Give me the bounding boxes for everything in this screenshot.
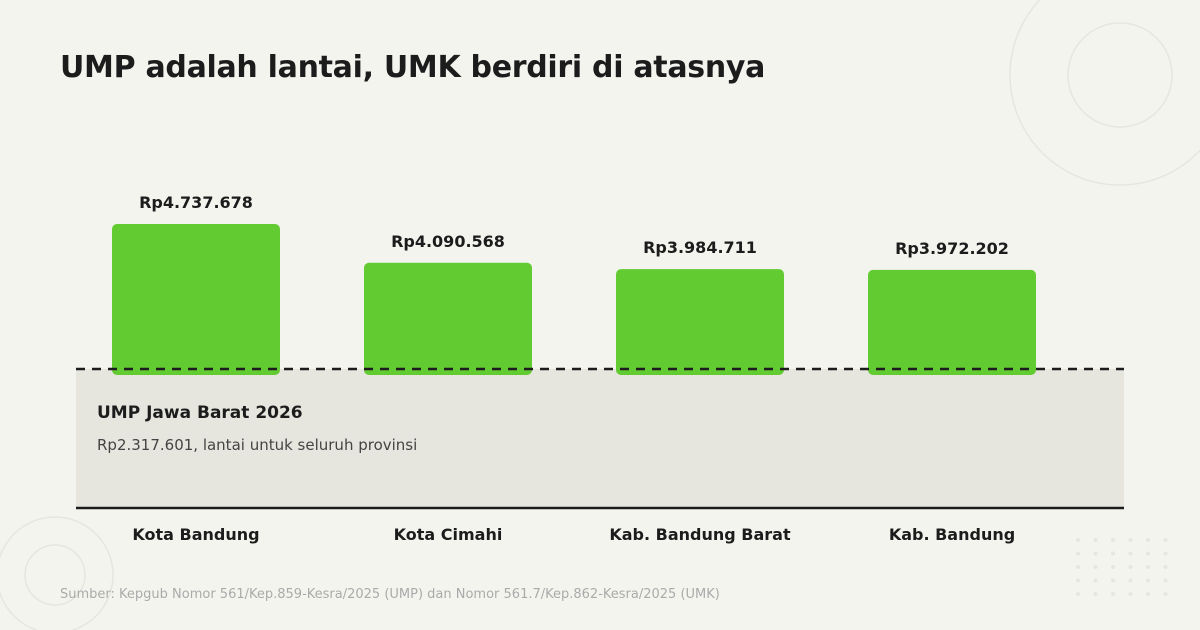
decorative-dot <box>1111 578 1115 583</box>
decorative-dot <box>1076 538 1080 542</box>
decorative-dot <box>1093 538 1098 542</box>
decorative-dot <box>1111 565 1115 569</box>
decorative-dot <box>1163 565 1168 569</box>
decorative-dot <box>1146 538 1150 542</box>
bar-value-label: Rp4.737.678 <box>139 193 253 212</box>
category-label: Kab. Bandung Barat <box>609 525 791 544</box>
decorative-dot <box>1076 565 1080 569</box>
bar-value-label: Rp3.984.711 <box>643 238 757 257</box>
decorative-dot <box>1076 578 1080 583</box>
floor-title: UMP Jawa Barat 2026 <box>97 403 303 423</box>
decorative-dot <box>1128 565 1133 569</box>
decorative-dot <box>1128 551 1133 556</box>
floor-band <box>76 369 1124 508</box>
decorative-dot <box>1146 578 1150 583</box>
decorative-ring <box>1067 22 1173 128</box>
decorative-dot <box>1163 578 1168 583</box>
bar-value-label: Rp4.090.568 <box>391 232 505 251</box>
decorative-dot <box>1128 578 1133 583</box>
decorative-dot <box>1163 592 1168 596</box>
decorative-dot <box>1111 551 1115 556</box>
bar <box>868 269 1036 375</box>
decorative-dot <box>1163 551 1168 556</box>
decorative-ring <box>24 544 86 606</box>
decorative-dot <box>1111 592 1115 596</box>
decorative-dot <box>1128 538 1133 542</box>
floor-subtitle: Rp2.317.601, lantai untuk seluruh provin… <box>97 436 418 454</box>
chart-title: UMP adalah lantai, UMK berdiri di atasny… <box>60 50 766 85</box>
decorative-dot <box>1128 592 1133 596</box>
bar-value-label: Rp3.972.202 <box>895 239 1009 258</box>
category-label: Kota Bandung <box>132 525 259 544</box>
decorative-dot <box>1076 592 1080 596</box>
decorative-dot <box>1093 565 1098 569</box>
decorative-dot-grid <box>1076 538 1168 596</box>
bar <box>112 224 280 375</box>
decorative-ring <box>1009 0 1200 186</box>
bar <box>616 269 784 375</box>
category-label: Kab. Bandung <box>889 525 1015 544</box>
source-note: Sumber: Kepgub Nomor 561/Kep.859-Kesra/2… <box>60 587 720 602</box>
category-label: Kota Cimahi <box>394 525 503 544</box>
decorative-dot <box>1163 538 1168 542</box>
decorative-ring <box>0 516 114 630</box>
decorative-dot <box>1146 592 1150 596</box>
decorative-dot <box>1111 538 1115 542</box>
decorative-dot <box>1093 578 1098 583</box>
decorative-dot <box>1093 551 1098 556</box>
decorative-dot <box>1093 592 1098 596</box>
decorative-dot <box>1146 551 1150 556</box>
decorative-dot <box>1146 565 1150 569</box>
bar <box>364 262 532 375</box>
decorative-dot <box>1076 551 1080 556</box>
